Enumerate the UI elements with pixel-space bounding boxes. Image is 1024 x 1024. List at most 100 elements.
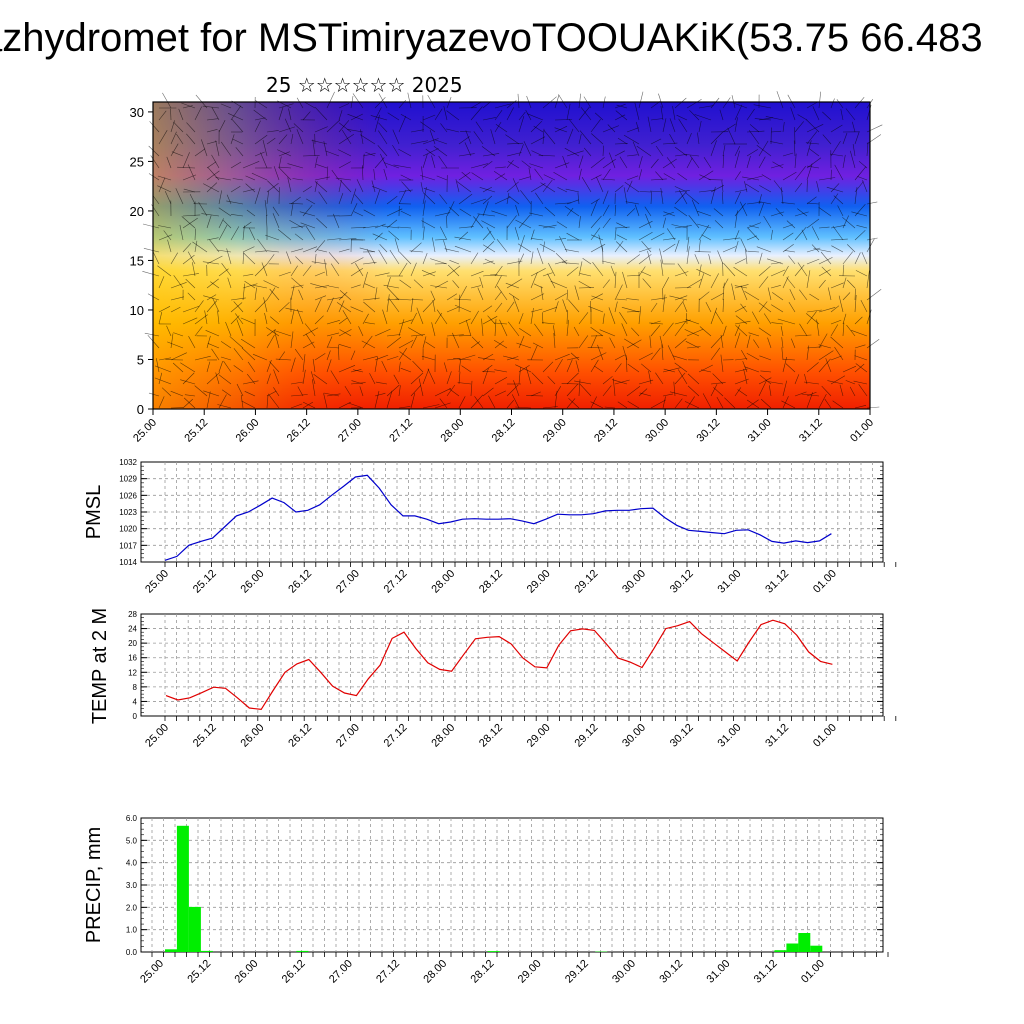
wind-barb	[338, 110, 343, 121]
wind-barb	[609, 337, 616, 349]
wind-barb	[430, 290, 436, 301]
wind-barb	[158, 130, 168, 145]
wind-barb	[720, 334, 724, 349]
wind-barb	[156, 358, 160, 373]
wind-barb	[158, 234, 173, 241]
wind-barb	[400, 113, 412, 121]
wind-barb	[715, 311, 724, 325]
wind-barb	[494, 390, 507, 397]
wind-barb	[230, 186, 241, 193]
wind-barb	[246, 209, 256, 217]
wind-barb	[235, 313, 244, 325]
wind-barb	[152, 250, 160, 265]
wind-barb	[266, 190, 269, 205]
wind-barb	[182, 254, 195, 265]
xtick-label: 28.12	[469, 958, 497, 986]
wind-barb	[854, 204, 866, 217]
wind-barb	[821, 385, 832, 397]
wind-barb	[420, 175, 436, 181]
wind-barb	[242, 283, 258, 289]
wind-barb	[677, 173, 688, 181]
wind-barb	[578, 335, 589, 349]
wind-barb	[803, 381, 820, 385]
wind-barb	[326, 297, 334, 313]
wind-barb	[610, 265, 616, 277]
wind-barb	[482, 230, 492, 241]
wind-barb	[254, 187, 261, 205]
wind-barb	[339, 179, 352, 193]
wind-barb	[254, 117, 266, 121]
wind-barb	[386, 298, 399, 301]
wind-barb	[767, 337, 772, 349]
wind-barb	[743, 368, 748, 385]
wind-barb	[289, 203, 304, 205]
ytick-label: 24	[128, 625, 137, 634]
wind-barb	[458, 226, 474, 229]
wind-barb	[297, 309, 304, 325]
wind-barb	[866, 270, 870, 289]
wind-barb	[206, 361, 211, 373]
wind-barb	[647, 116, 652, 133]
wind-barb	[734, 145, 740, 157]
wind-barb	[521, 160, 532, 169]
wind-barb	[722, 123, 736, 133]
wind-barb	[176, 133, 184, 145]
wind-barb	[830, 305, 840, 313]
wind-barb	[624, 181, 640, 193]
wind-barb	[154, 377, 172, 385]
wind-barb	[369, 373, 376, 385]
wind-barb	[290, 357, 296, 373]
wind-barb	[547, 273, 556, 289]
wind-barb	[786, 220, 796, 229]
wind-barb	[412, 360, 424, 373]
wind-barb	[236, 319, 244, 337]
wind-barb	[434, 139, 448, 145]
wind-barb	[852, 121, 856, 133]
wind-barb	[422, 114, 436, 121]
wind-barb	[505, 282, 520, 289]
wind-barb	[482, 117, 496, 121]
wind-barb	[444, 248, 460, 253]
wind-barb	[570, 352, 580, 361]
wind-barb	[422, 252, 428, 265]
wind-barb	[464, 142, 472, 157]
xtick-label: 28.00	[421, 958, 449, 986]
wind-barb	[410, 129, 424, 133]
wind-barb	[458, 136, 470, 145]
wind-barb	[338, 238, 357, 241]
wind-barb	[350, 227, 366, 229]
panel-frame	[140, 613, 884, 717]
wind-barb	[336, 302, 352, 313]
wind-barb	[794, 182, 803, 193]
wind-barb	[667, 345, 676, 361]
wind-barb	[220, 341, 232, 349]
wind-barb	[175, 188, 184, 205]
wind-barb	[854, 355, 868, 361]
wind-barb	[827, 287, 832, 301]
wind-barb	[640, 271, 652, 277]
wind-barb	[514, 227, 520, 241]
wind-barb	[740, 285, 748, 301]
wind-barb	[634, 204, 640, 217]
wind-barb	[660, 187, 664, 205]
wind-barb	[470, 214, 480, 229]
ytick-label: 20	[128, 639, 137, 648]
wind-barb	[491, 210, 508, 217]
wind-barb	[833, 195, 844, 205]
wind-barb	[164, 190, 172, 205]
wind-barb	[617, 401, 628, 409]
xtick-label: 26.12	[280, 958, 308, 986]
wind-barb	[685, 341, 700, 349]
wind-barb	[399, 251, 412, 265]
wind-barb	[789, 289, 796, 301]
wind-barb	[290, 196, 301, 205]
wind-barb	[170, 296, 184, 301]
wind-barb	[553, 172, 568, 181]
wind-barb	[530, 268, 546, 277]
wind-barb	[722, 154, 725, 169]
wind-barb	[650, 302, 658, 313]
wind-barb	[650, 178, 667, 181]
wind-barb	[314, 315, 324, 325]
wind-barb	[290, 403, 303, 409]
wind-barb	[626, 208, 636, 217]
